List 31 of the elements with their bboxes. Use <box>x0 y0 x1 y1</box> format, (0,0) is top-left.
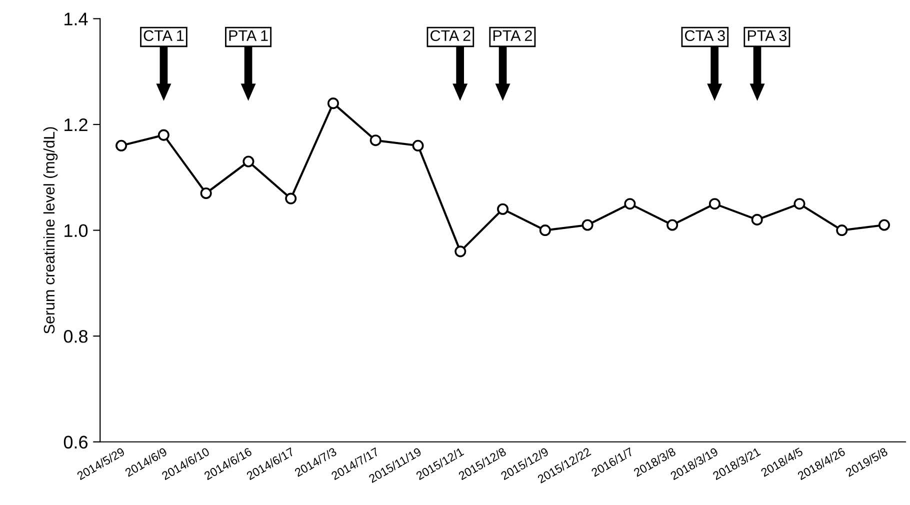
point <box>666 219 678 231</box>
y-tick-label: 1.4 <box>64 12 88 26</box>
y-tick-label: 1.0 <box>64 224 88 237</box>
point <box>454 246 466 258</box>
annotation: CTA 2 <box>430 30 470 42</box>
point <box>836 224 848 236</box>
point <box>794 198 806 210</box>
point <box>158 129 170 141</box>
annotation: PTA 2 <box>493 30 532 41</box>
y-axis-title: Serum creatinine level (mg/dL) <box>43 127 58 334</box>
point <box>412 140 424 152</box>
y-tick-label: 0.8 <box>64 330 88 343</box>
point <box>497 203 509 215</box>
annotation: PTA 3 <box>748 30 786 42</box>
point <box>708 198 720 210</box>
point <box>624 198 636 210</box>
point <box>582 219 594 231</box>
point <box>370 134 382 146</box>
point <box>200 187 212 200</box>
point <box>242 156 254 168</box>
y-tick-label: 1.2 <box>64 118 88 132</box>
annotation: CTA 1 <box>144 30 184 42</box>
point <box>116 140 128 152</box>
y-tick-label: 0.6 <box>64 436 88 449</box>
point <box>285 192 297 204</box>
annotation: CTA 3 <box>685 30 725 42</box>
point <box>878 219 890 231</box>
point <box>327 98 339 110</box>
point <box>539 224 551 236</box>
point <box>751 214 763 226</box>
annotation: PTA 1 <box>229 30 268 41</box>
